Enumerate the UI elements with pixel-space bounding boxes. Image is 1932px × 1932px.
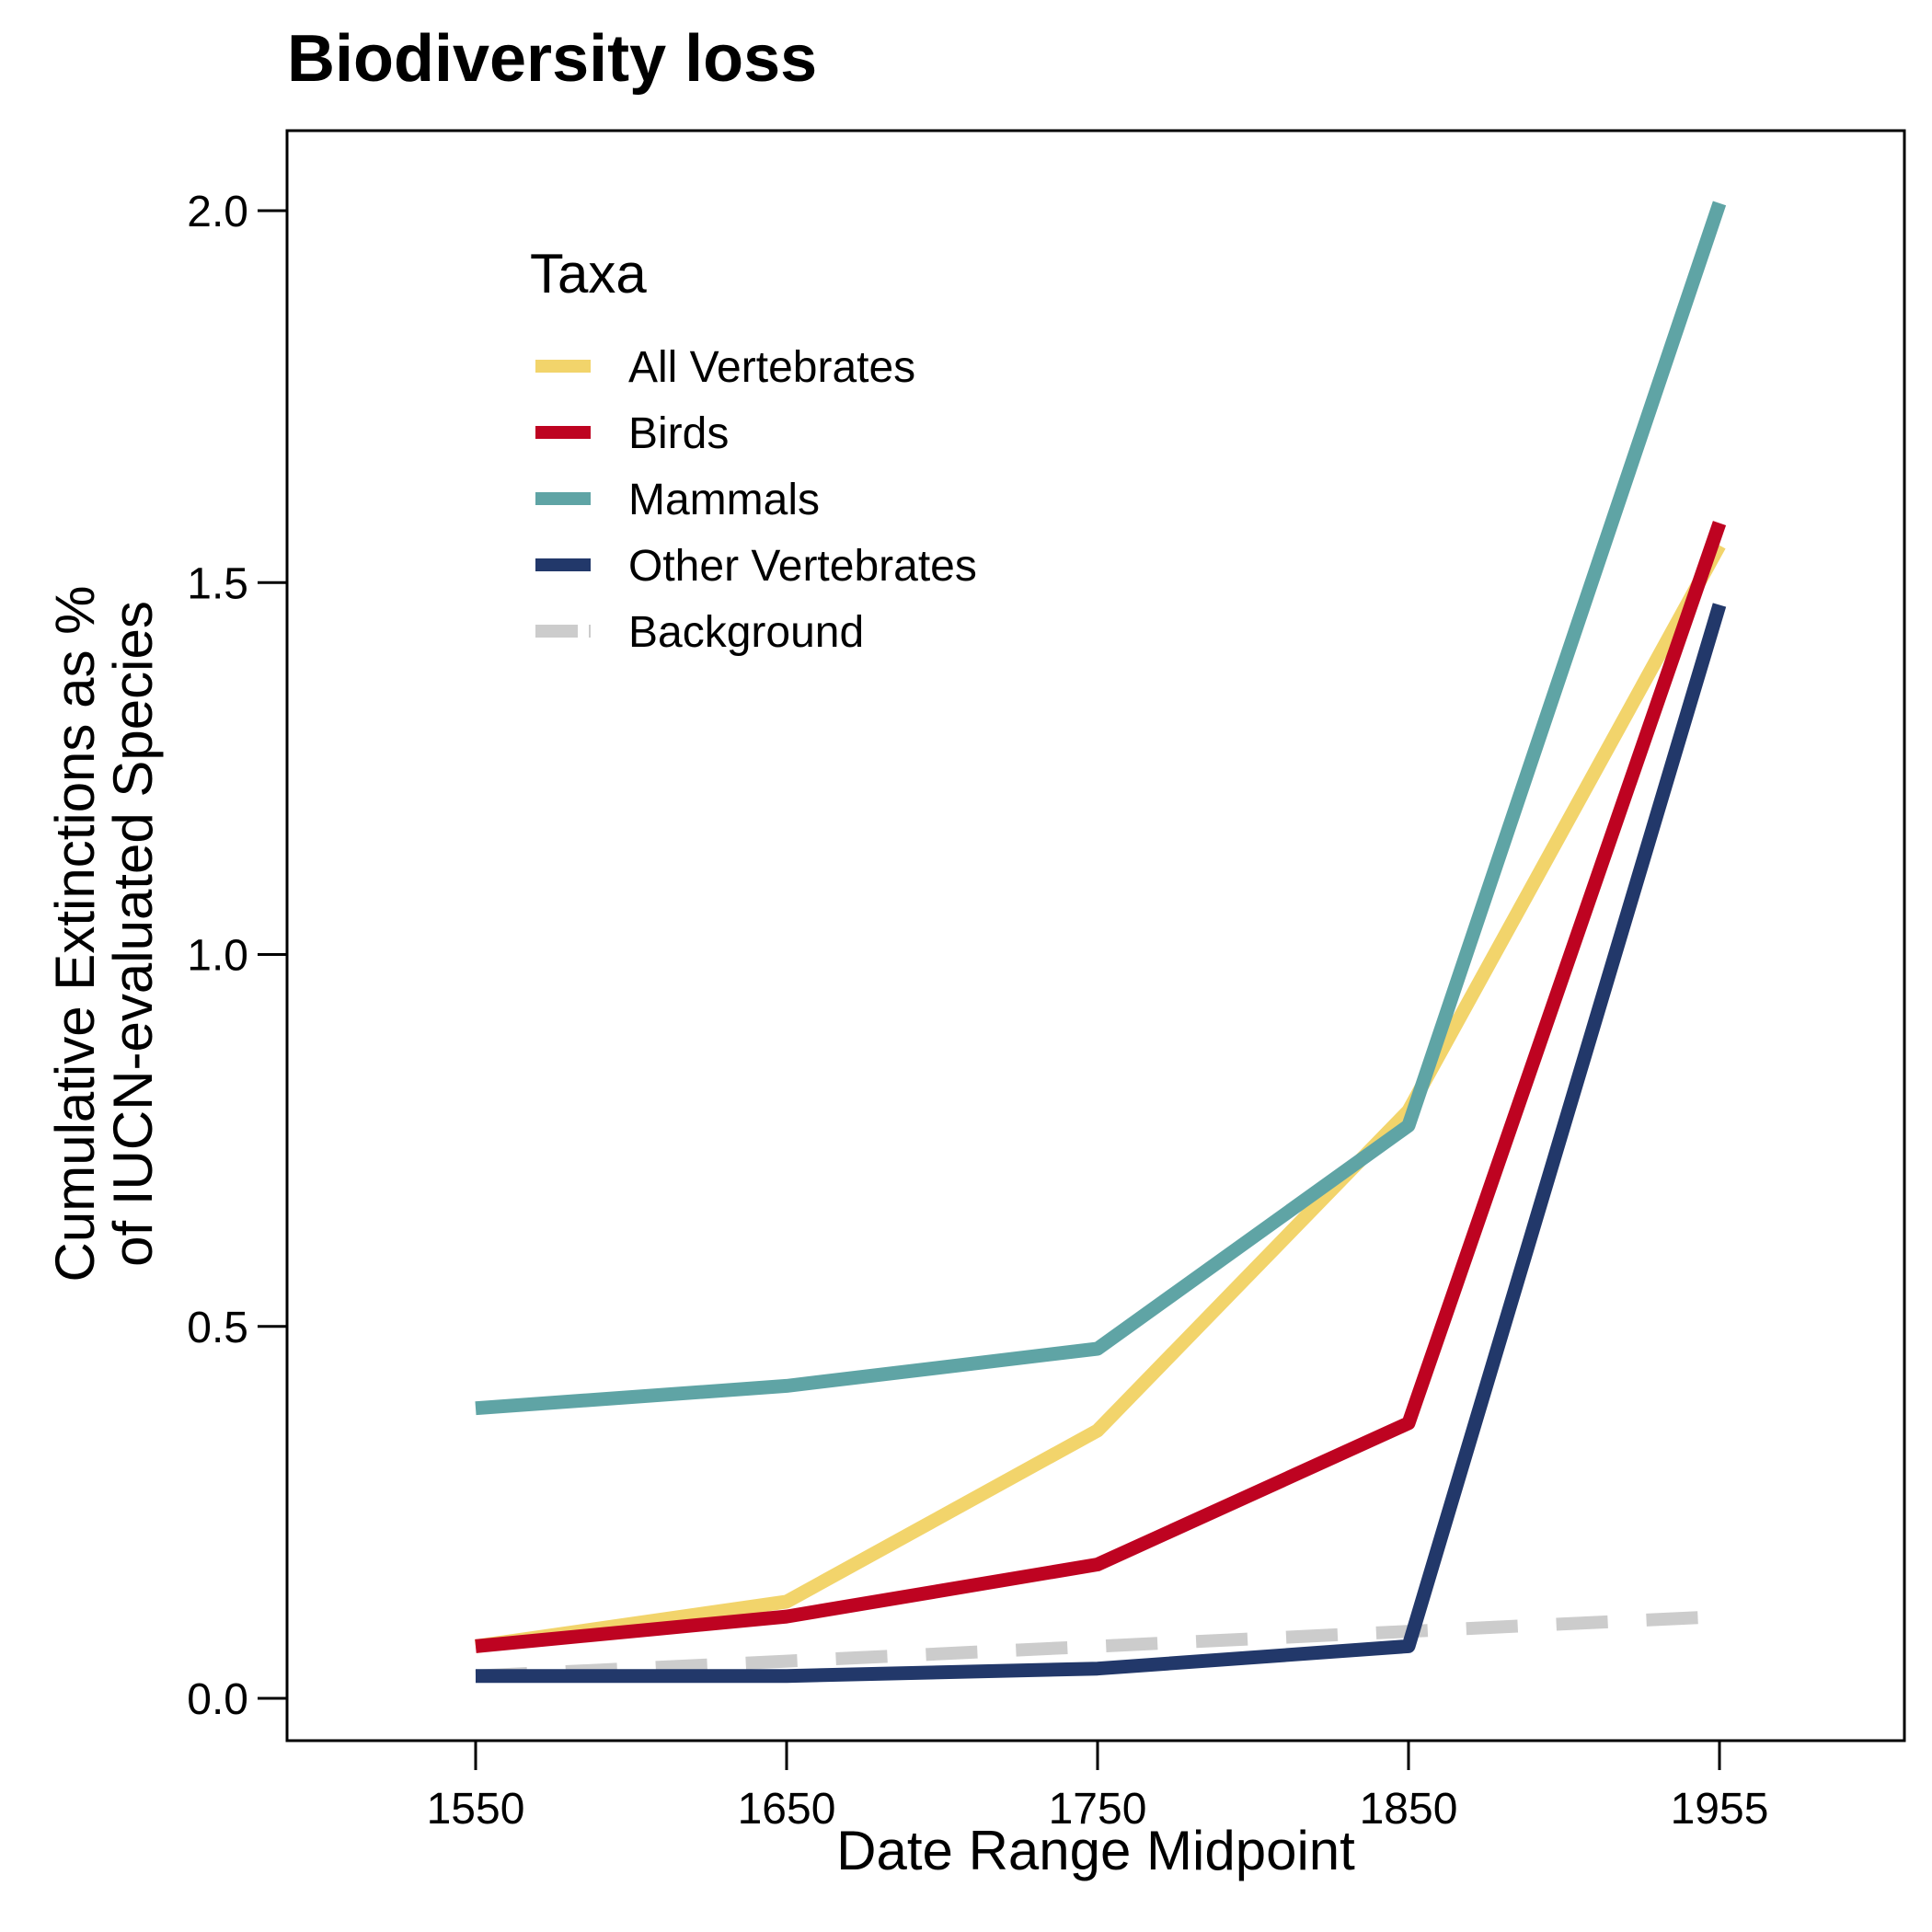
y-axis-label: Cumulative Extinctions as % of IUCN-eval… — [44, 586, 164, 1282]
legend-title: Taxa — [530, 243, 647, 305]
series-line-background — [475, 1610, 1720, 1683]
y-axis-label-line-2: of IUCN-evaluated Species — [102, 601, 164, 1267]
x-tick-label: 1750 — [1049, 1785, 1147, 1834]
chart-title: Biodiversity loss — [287, 22, 817, 96]
series-lines — [474, 201, 1727, 1684]
series-line-mammals — [475, 201, 1727, 1416]
y-tick-label: 2.0 — [187, 188, 248, 236]
series-line-all-vertebrates — [474, 542, 1726, 1653]
series-line-other-vertebrates — [476, 603, 1727, 1684]
y-tick-label: 0.0 — [187, 1675, 248, 1724]
y-tick-label: 1.0 — [187, 932, 248, 981]
legend-label: Birds — [628, 409, 729, 458]
x-tick-label: 1850 — [1360, 1785, 1458, 1834]
y-tick-label: 1.5 — [187, 559, 248, 608]
y-tick-label: 0.5 — [187, 1304, 248, 1352]
series-line-birds — [475, 521, 1727, 1653]
y-axis-label-line-1: Cumulative Extinctions as % — [44, 586, 106, 1282]
x-tick-label: 1955 — [1671, 1785, 1769, 1834]
x-axis-label: Date Range Midpoint — [836, 1820, 1355, 1881]
legend: Taxa All Vertebrates Birds Mammals Other Ve… — [530, 243, 977, 657]
legend-label: Background — [628, 608, 864, 657]
x-tick-label: 1550 — [427, 1785, 525, 1834]
legend-label: Mammals — [628, 476, 820, 524]
legend-label: All Vertebrates — [628, 343, 915, 392]
x-axis: 1550 1650 1750 1850 1955 — [427, 1741, 1769, 1834]
plot-area — [285, 129, 1906, 1742]
legend-label: Other Vertebrates — [628, 542, 977, 591]
x-tick-label: 1650 — [738, 1785, 836, 1834]
y-axis: 0.0 0.5 1.0 1.5 2.0 — [187, 188, 287, 1724]
